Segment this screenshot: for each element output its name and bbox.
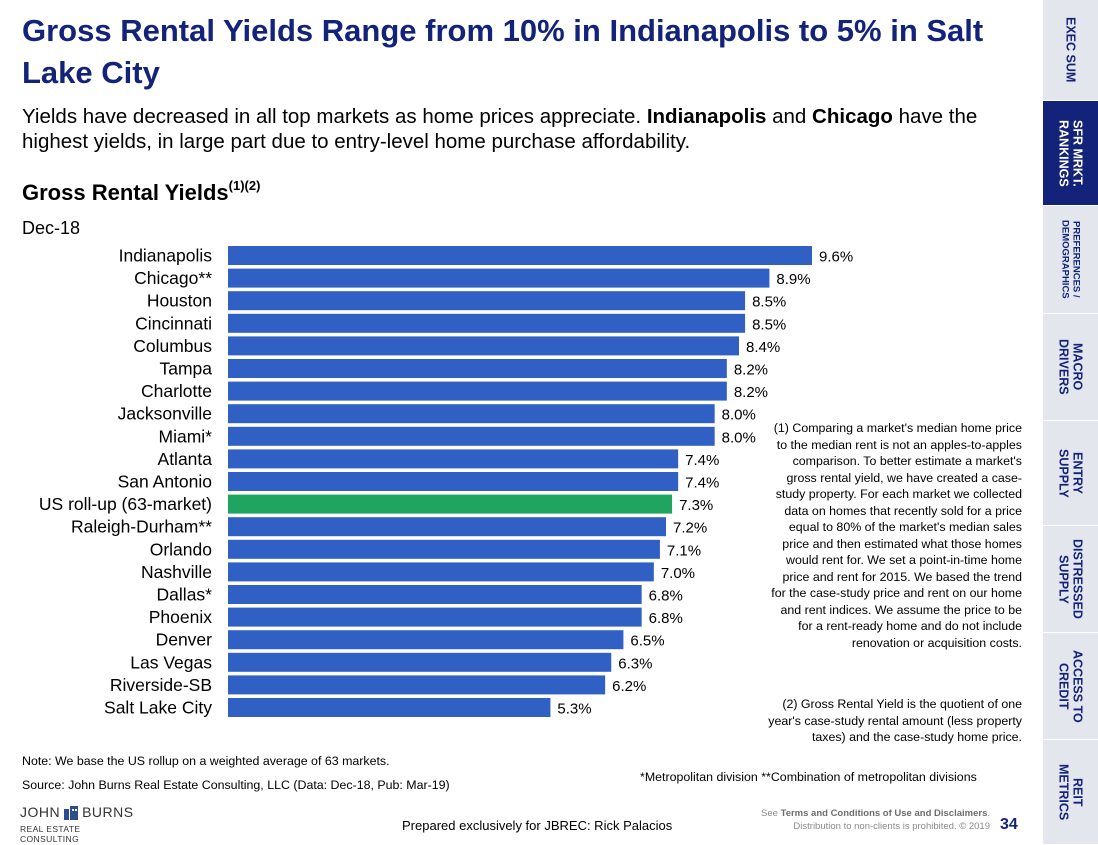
subtitle-highlight-indianapolis: Indianapolis xyxy=(646,105,767,128)
value-label-0: 9.6% xyxy=(819,249,853,266)
subtitle-text-1: Yields have decreased in all top markets… xyxy=(22,105,647,128)
value-label-9: 7.4% xyxy=(685,452,719,469)
bar-6 xyxy=(228,381,727,401)
value-label-3: 8.5% xyxy=(752,316,786,333)
category-label-20: Salt Lake City xyxy=(104,698,212,718)
value-label-20: 5.3% xyxy=(557,701,591,718)
value-label-4: 8.4% xyxy=(746,339,780,356)
prepared-for: Prepared exclusively for JBREC: Rick Pal… xyxy=(402,818,673,833)
nav-tab-macro-drivers[interactable]: MACRO DRIVERS xyxy=(1043,314,1098,421)
chart-title-footnote-ref: (1)(2) xyxy=(228,178,261,193)
category-label-13: Orlando xyxy=(150,539,212,559)
category-label-17: Denver xyxy=(156,630,213,650)
bar-11 xyxy=(228,494,673,514)
page-number: 34 xyxy=(1000,816,1018,833)
rollup-note: Note: We base the US rollup on a weighte… xyxy=(22,754,390,768)
category-label-10: San Antonio xyxy=(118,472,212,492)
category-label-16: Phoenix xyxy=(149,607,212,627)
footnote-2: (2) Gross Rental Yield is the quotient o… xyxy=(768,697,1022,744)
bar-18 xyxy=(228,652,612,672)
nav-tab-reit-metrics[interactable]: REIT METRICS xyxy=(1043,740,1098,845)
category-label-19: Riverside-SB xyxy=(110,675,212,695)
subtitle-highlight-chicago: Chicago xyxy=(812,105,893,128)
section-sidebar: EXEC SUM SFR MRKT. RANKINGS PREFERENCES … xyxy=(1043,0,1098,845)
category-label-11: US roll-up (63-market) xyxy=(39,494,212,514)
nav-tab-preferences[interactable]: PREFERENCES / DEMOGRAPHICS xyxy=(1043,206,1098,314)
value-label-2: 8.5% xyxy=(752,294,786,311)
bar-19 xyxy=(228,675,606,695)
value-label-16: 6.8% xyxy=(649,610,683,627)
bar-17 xyxy=(228,630,624,650)
bar-1 xyxy=(228,268,770,288)
value-label-8: 8.0% xyxy=(722,429,756,446)
category-label-7: Jacksonville xyxy=(118,404,212,424)
subtitle-text-3: have the highest yields, in large part d… xyxy=(22,105,978,153)
bar-10 xyxy=(228,472,679,491)
category-label-0: Indianapolis xyxy=(119,246,213,266)
bar-4 xyxy=(228,336,739,356)
value-label-7: 8.0% xyxy=(722,407,756,424)
bar-2 xyxy=(228,291,746,311)
value-label-15: 6.8% xyxy=(649,588,683,605)
value-label-10: 7.4% xyxy=(685,475,719,492)
source-note: Source: John Burns Real Estate Consultin… xyxy=(22,778,450,792)
category-label-18: Las Vegas xyxy=(130,652,212,672)
terms-link[interactable]: Terms and Conditions of Use and Disclaim… xyxy=(780,808,988,819)
nav-tab-entry-supply[interactable]: ENTRY SUPPLY xyxy=(1043,421,1098,526)
nav-tab-exec-sum[interactable]: EXEC SUM xyxy=(1043,0,1098,101)
nav-tab-sfr-rankings[interactable]: SFR MRKT. RANKINGS xyxy=(1043,101,1098,206)
logo-wordmark: JOHN BURNS xyxy=(20,804,134,820)
value-label-6: 8.2% xyxy=(734,384,768,401)
chart-period: Dec-18 xyxy=(22,218,81,238)
bar-13 xyxy=(228,539,660,559)
bar-8 xyxy=(228,426,715,446)
value-label-12: 7.2% xyxy=(673,520,707,537)
bar-14 xyxy=(228,562,654,582)
bar-7 xyxy=(228,404,715,424)
legal-notice: See Terms and Conditions of Use and Disc… xyxy=(761,808,990,832)
category-label-2: Houston xyxy=(147,291,212,311)
value-label-1: 8.9% xyxy=(776,271,810,288)
bar-12 xyxy=(228,517,666,537)
bar-15 xyxy=(228,585,642,604)
bar-5 xyxy=(228,359,727,378)
nav-tab-access-to-credit[interactable]: ACCESS TO CREDIT xyxy=(1043,633,1098,740)
logo-house-icon xyxy=(64,806,78,820)
logo-tagline: REAL ESTATE CONSULTING xyxy=(20,824,81,844)
value-label-14: 7.0% xyxy=(661,565,695,582)
subtitle-text-2: and xyxy=(766,105,813,128)
value-label-19: 6.2% xyxy=(612,678,646,695)
value-label-17: 6.5% xyxy=(630,633,664,650)
value-label-11: 7.3% xyxy=(679,497,713,514)
category-label-5: Tampa xyxy=(159,359,212,379)
bar-16 xyxy=(228,607,642,627)
category-label-14: Nashville xyxy=(141,562,212,582)
page-subtitle: Yields have decreased in all top markets… xyxy=(22,104,1012,154)
value-label-13: 7.1% xyxy=(667,542,701,559)
category-label-9: Atlanta xyxy=(158,449,213,469)
value-label-5: 8.2% xyxy=(734,362,768,379)
bar-chart: Indianapolis 9.6% Chicago** 8.9% Houston 8.5%… xyxy=(39,246,853,718)
value-label-18: 6.3% xyxy=(618,655,652,672)
bar-9 xyxy=(228,449,679,469)
category-label-1: Chicago** xyxy=(134,268,212,288)
category-label-3: Cincinnati xyxy=(135,313,212,333)
category-label-8: Miami* xyxy=(159,426,213,446)
category-label-6: Charlotte xyxy=(141,381,212,401)
chart-title-text: Gross Rental Yields xyxy=(22,180,229,205)
bar-0 xyxy=(228,246,812,265)
bar-20 xyxy=(228,698,551,717)
chart-title: Gross Rental Yields(1)(2) xyxy=(22,178,261,206)
category-label-4: Columbus xyxy=(133,336,212,356)
footnote-1: (1) Comparing a market's median home pri… xyxy=(771,421,1022,650)
bar-3 xyxy=(228,313,746,333)
company-logo: JOHN BURNS REAL ESTATE CONSULTING xyxy=(20,804,140,844)
category-label-15: Dallas* xyxy=(157,585,213,605)
page-title: Gross Rental Yields Range from 10% in In… xyxy=(22,13,984,90)
category-label-12: Raleigh-Durham** xyxy=(71,517,212,537)
division-legend: *Metropolitan division **Combination of … xyxy=(640,770,977,784)
distribution-notice: Distribution to non-clients is prohibite… xyxy=(793,821,990,832)
nav-tab-distressed-supply[interactable]: DISTRESSED SUPPLY xyxy=(1043,526,1098,633)
